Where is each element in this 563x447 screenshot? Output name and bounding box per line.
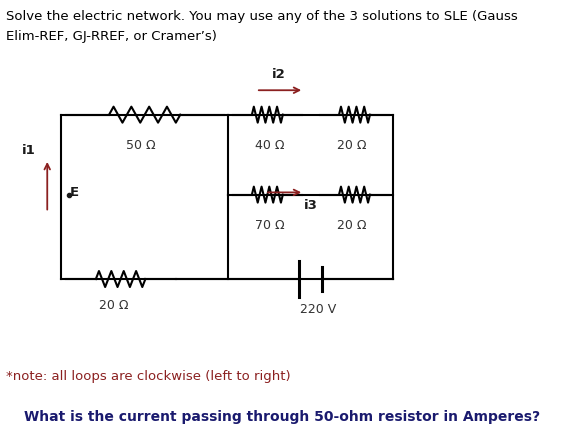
Text: i2: i2 bbox=[272, 68, 285, 81]
Text: 20 Ω: 20 Ω bbox=[337, 219, 367, 232]
Text: 20 Ω: 20 Ω bbox=[337, 139, 367, 152]
Text: Solve the electric network. You may use any of the 3 solutions to SLE (Gauss: Solve the electric network. You may use … bbox=[6, 10, 518, 23]
Text: i1: i1 bbox=[22, 143, 36, 157]
Text: i3: i3 bbox=[304, 199, 318, 212]
Text: *note: all loops are clockwise (left to right): *note: all loops are clockwise (left to … bbox=[6, 370, 291, 383]
Text: 50 Ω: 50 Ω bbox=[127, 139, 156, 152]
Text: 70 Ω: 70 Ω bbox=[255, 219, 284, 232]
Text: What is the current passing through 50-ohm resistor in Amperes?: What is the current passing through 50-o… bbox=[24, 410, 540, 424]
Text: 20 Ω: 20 Ω bbox=[99, 299, 128, 312]
Text: 40 Ω: 40 Ω bbox=[255, 139, 284, 152]
Text: 220 V: 220 V bbox=[300, 304, 336, 316]
Text: Elim-REF, GJ-RREF, or Cramer’s): Elim-REF, GJ-RREF, or Cramer’s) bbox=[6, 30, 217, 43]
Text: E: E bbox=[70, 186, 79, 199]
